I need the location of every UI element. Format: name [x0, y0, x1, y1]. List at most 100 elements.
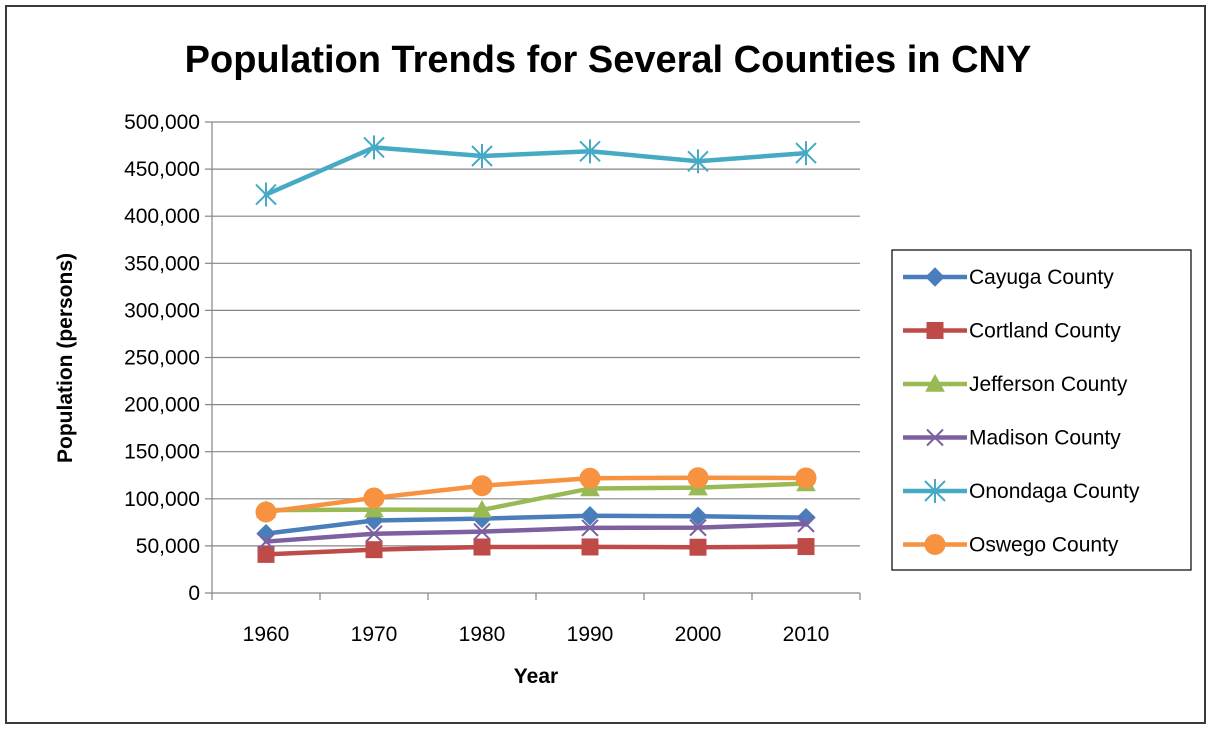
- legend-entry: Oswego County: [903, 534, 1119, 557]
- data-point: [257, 532, 275, 551]
- series-line: [263, 544, 809, 557]
- y-tick-label: 200,000: [124, 394, 200, 417]
- marker-shape: [795, 467, 817, 489]
- legend-label: Cayuga County: [969, 266, 1114, 289]
- x-tick-label: 2000: [675, 623, 722, 646]
- marker-shape: [257, 545, 275, 563]
- marker-shape: [580, 506, 600, 526]
- data-point: [472, 499, 492, 518]
- series-line: [263, 481, 809, 513]
- x-axis-title: Year: [514, 665, 558, 688]
- data-point: [473, 522, 491, 541]
- data-point: [795, 141, 817, 166]
- y-tick-label: 400,000: [124, 205, 200, 228]
- marker-shape: [364, 499, 384, 518]
- marker-shape: [365, 541, 383, 559]
- y-tick-label: 300,000: [124, 299, 200, 322]
- data-point: [255, 182, 277, 207]
- y-tick-label: 350,000: [124, 252, 200, 275]
- marker-shape: [579, 467, 601, 489]
- marker-shape: [797, 538, 815, 556]
- marker-shape: [581, 538, 599, 556]
- data-point: [580, 506, 600, 526]
- marker-stroke: [473, 522, 491, 541]
- data-point: [365, 541, 383, 559]
- data-point: [687, 467, 709, 489]
- marker-shape: [687, 467, 709, 489]
- series-line: [263, 521, 809, 544]
- legend-label: Onondaga County: [969, 480, 1140, 503]
- legend-marker: [926, 322, 944, 339]
- data-point: [579, 139, 601, 164]
- data-point: [365, 525, 383, 543]
- marker-stroke: [689, 518, 707, 537]
- series-line: [263, 145, 809, 197]
- marker-shape: [925, 373, 945, 392]
- legend-box: [891, 249, 1192, 571]
- data-point: [689, 538, 707, 556]
- marker-stroke: [257, 532, 275, 551]
- marker-shape: [925, 267, 945, 287]
- legend-items: Cayuga County Cortland County Jefferson Co…: [903, 266, 1140, 557]
- y-tick-label: 250,000: [124, 347, 200, 370]
- x-tick-label: 2010: [783, 623, 830, 646]
- legend-label: Cortland County: [969, 320, 1121, 343]
- series-line: [263, 475, 809, 515]
- y-tick-label: 50,000: [136, 535, 200, 558]
- marker-stroke: [797, 515, 815, 533]
- marker-stroke: [365, 525, 383, 543]
- marker-shape: [689, 538, 707, 556]
- data-point: [471, 144, 493, 169]
- legend-entry: Onondaga County: [903, 479, 1140, 503]
- legend-marker: [924, 479, 946, 503]
- data-point: [579, 467, 601, 489]
- x-tick-label: 1970: [351, 623, 398, 646]
- data-point: [364, 499, 384, 518]
- data-point: [581, 519, 599, 537]
- y-tick-label: 450,000: [124, 158, 200, 181]
- series-madison-county: [257, 515, 815, 551]
- x-tick-labels: 1960 1970 1980 1990 2000 2010: [243, 623, 830, 646]
- marker-shape: [255, 501, 277, 523]
- legend: Cayuga County Cortland County Jefferson Co…: [891, 249, 1192, 571]
- legend-label: Jefferson County: [969, 373, 1128, 396]
- legend-entry: Cayuga County: [903, 266, 1114, 289]
- legend-label: Oswego County: [969, 534, 1119, 557]
- series-onondaga-county: [255, 135, 817, 207]
- y-tick-label: 0: [188, 582, 200, 605]
- series-oswego-county: [255, 467, 817, 523]
- axes: [205, 121, 861, 600]
- data-point: [687, 149, 709, 174]
- marker-shape: [471, 475, 493, 497]
- marker-shape: [924, 534, 946, 555]
- data-point: [257, 545, 275, 563]
- data-point: [473, 538, 491, 556]
- x-tick-label: 1960: [243, 623, 290, 646]
- legend-entry: Cortland County: [903, 320, 1121, 343]
- y-tick-label: 100,000: [124, 488, 200, 511]
- y-axis-title: Population (persons): [54, 253, 77, 463]
- chart-title: Population Trends for Several Counties i…: [185, 39, 1032, 81]
- marker-shape: [473, 538, 491, 556]
- y-tick-labels: 0 50,000 100,000 150,000 200,000 250,000 300,0…: [124, 111, 200, 605]
- x-tick-label: 1980: [459, 623, 506, 646]
- series-line: [263, 513, 809, 536]
- data-point: [363, 487, 385, 509]
- legend-entry: Jefferson County: [903, 373, 1128, 396]
- data-point: [688, 506, 708, 526]
- y-tick-label: 500,000: [124, 111, 200, 134]
- legend-label: Madison County: [969, 427, 1121, 450]
- data-point: [797, 538, 815, 556]
- series-lines: [255, 135, 817, 563]
- legend-marker: [925, 373, 945, 392]
- x-tick-label: 1990: [567, 623, 614, 646]
- series-cortland-county: [257, 538, 815, 563]
- data-point: [363, 135, 385, 160]
- marker-shape: [688, 506, 708, 526]
- data-point: [689, 518, 707, 537]
- marker-shape: [472, 499, 492, 518]
- data-point: [471, 475, 493, 497]
- data-point: [581, 538, 599, 556]
- legend-marker: [924, 534, 946, 555]
